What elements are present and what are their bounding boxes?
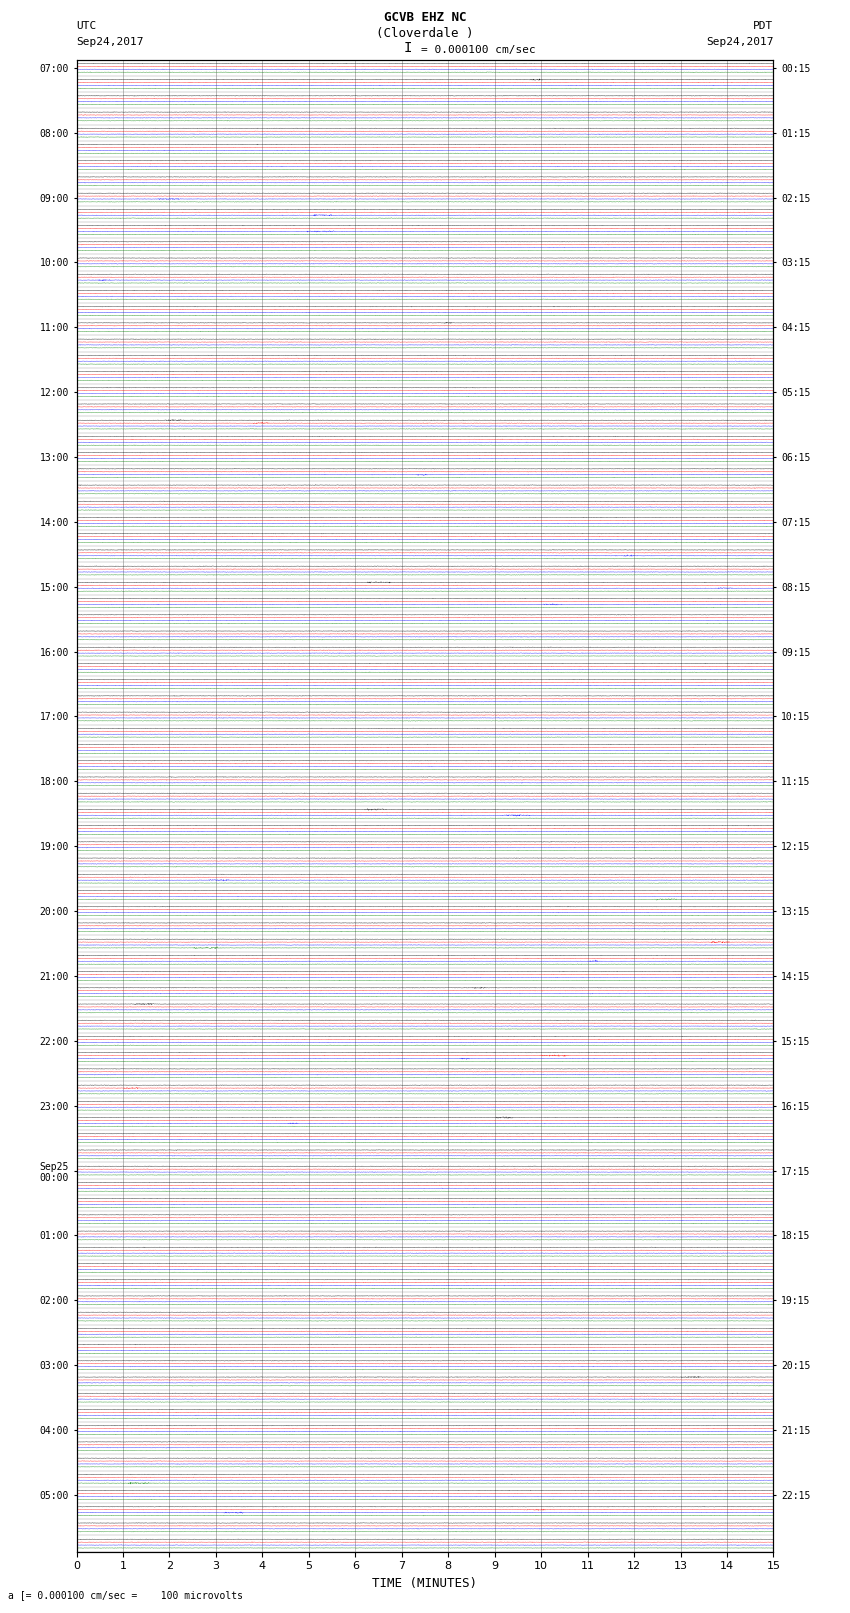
Text: = 0.000100 cm/sec: = 0.000100 cm/sec [421, 45, 536, 55]
Text: UTC: UTC [76, 21, 97, 31]
Text: GCVB EHZ NC: GCVB EHZ NC [383, 11, 467, 24]
Text: PDT: PDT [753, 21, 774, 31]
Text: I: I [404, 40, 412, 55]
Text: Sep24,2017: Sep24,2017 [706, 37, 774, 47]
X-axis label: TIME (MINUTES): TIME (MINUTES) [372, 1578, 478, 1590]
Text: a [= 0.000100 cm/sec =    100 microvolts: a [= 0.000100 cm/sec = 100 microvolts [8, 1590, 243, 1600]
Text: Sep24,2017: Sep24,2017 [76, 37, 144, 47]
Text: (Cloverdale ): (Cloverdale ) [377, 27, 473, 40]
